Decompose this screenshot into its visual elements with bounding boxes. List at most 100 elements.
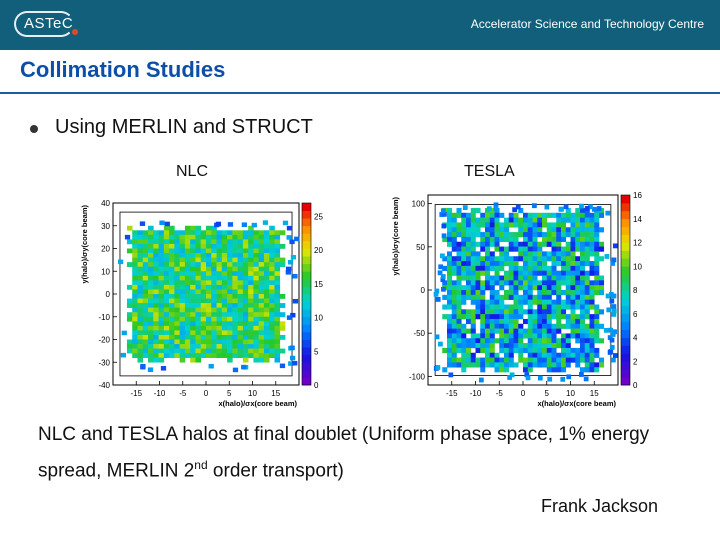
heatmap-cell (589, 314, 595, 320)
heatmap-cell (184, 330, 191, 336)
heatmap-cell (242, 303, 249, 308)
heatmap-cell (269, 271, 275, 277)
heatmap-cell (211, 234, 217, 240)
heatmap-cell (447, 256, 453, 262)
heatmap-cell (137, 262, 144, 267)
heatmap-cell (594, 256, 600, 262)
heatmap-cell (179, 298, 186, 304)
heatmap-cell (537, 290, 543, 296)
heatmap-cell (466, 232, 472, 238)
heatmap-cell (580, 347, 586, 354)
heatmap-cell (148, 307, 154, 313)
heatmap-cell (499, 304, 505, 310)
heatmap-cell (570, 222, 576, 228)
heatmap-cell (475, 256, 481, 262)
heatmap-cell (206, 230, 212, 236)
heatmap-cell (527, 314, 533, 320)
heatmap-cell (200, 325, 207, 331)
heatmap-cell (232, 271, 238, 277)
heatmap-cell (248, 243, 254, 249)
heatmap-cell (294, 236, 300, 242)
heatmap-cell (594, 314, 600, 320)
heatmap-cell (513, 362, 519, 368)
heatmap-cell (485, 362, 491, 368)
heatmap-cell (248, 266, 254, 272)
heatmap-cell (584, 217, 590, 223)
heatmap-cell (169, 334, 175, 340)
heatmap-cell (542, 265, 548, 271)
heatmap-cell (589, 367, 595, 373)
heatmap-cell (269, 275, 275, 281)
heatmap-cell (195, 334, 202, 340)
heatmap-cell (269, 334, 275, 340)
heatmap-cell (253, 280, 259, 286)
heatmap-cell (211, 339, 217, 345)
heatmap-cell (551, 352, 557, 358)
heatmap-cell (227, 243, 233, 249)
heatmap-cell (489, 212, 495, 218)
heatmap-cell (242, 271, 249, 277)
heatmap-cell (561, 314, 567, 320)
heatmap-cell (237, 344, 244, 349)
heatmap-cell (527, 328, 533, 334)
heatmap-cell (279, 230, 286, 236)
heatmap-cell (466, 251, 472, 257)
heatmap-cell (179, 316, 186, 322)
heatmap-cell (142, 230, 149, 236)
heatmap-cell (216, 307, 223, 313)
heatmap-cell (580, 265, 586, 271)
heatmap-cell (527, 265, 533, 271)
heatmap-cell (137, 284, 144, 290)
heatmap-cell (179, 330, 186, 336)
heatmap-cell (527, 352, 533, 358)
heatmap-cell (565, 318, 571, 325)
heatmap-cell (542, 333, 548, 339)
heatmap-cell (475, 299, 481, 305)
heatmap-cell (589, 299, 595, 305)
heatmap-cell (493, 205, 499, 211)
heatmap-cell (556, 304, 562, 310)
heatmap-cell (232, 367, 239, 373)
heatmap-cell (527, 357, 533, 363)
heatmap-cell (594, 261, 600, 267)
heatmap-cell (227, 234, 233, 240)
colorbar-frame (620, 194, 631, 386)
heatmap-cell (451, 362, 457, 368)
heatmap-cell (575, 328, 581, 334)
heatmap-cell (570, 352, 576, 358)
heatmap-cell (248, 284, 254, 290)
heatmap-cell (485, 309, 491, 315)
heatmap-cell (248, 294, 254, 299)
heatmap-cell (532, 222, 538, 228)
heatmap-cell (227, 330, 233, 336)
heatmap-cell (279, 257, 286, 263)
heatmap-cell (253, 284, 259, 290)
heatmap-cell (565, 256, 571, 262)
heatmap-cell (494, 299, 500, 305)
heatmap-cell (148, 330, 154, 336)
heatmap-cell (508, 347, 514, 354)
heatmap-cell (556, 323, 562, 329)
heatmap-cell (184, 303, 191, 308)
heatmap-cell (447, 362, 453, 368)
heatmap-cell (580, 338, 586, 344)
heatmap-cell (242, 316, 249, 322)
x-tick-label: -10 (470, 389, 482, 398)
heatmap-cell (570, 261, 576, 267)
heatmap-cell (142, 234, 149, 240)
heatmap-cell (153, 307, 159, 313)
heatmap-cell (451, 265, 457, 271)
heatmap-cell (589, 251, 595, 257)
heatmap-cell (237, 266, 244, 272)
colorbar-segment (621, 202, 630, 212)
heatmap-cell (584, 314, 590, 320)
heatmap-cell (169, 294, 175, 299)
heatmap-cell (211, 298, 217, 304)
heatmap-cell (489, 222, 495, 228)
heatmap-cell (237, 312, 244, 318)
heatmap-cell (542, 251, 548, 257)
heatmap-cell (537, 212, 543, 218)
heatmap-cell (466, 309, 472, 315)
heatmap-cell (561, 367, 567, 373)
heatmap-cell (232, 289, 238, 295)
